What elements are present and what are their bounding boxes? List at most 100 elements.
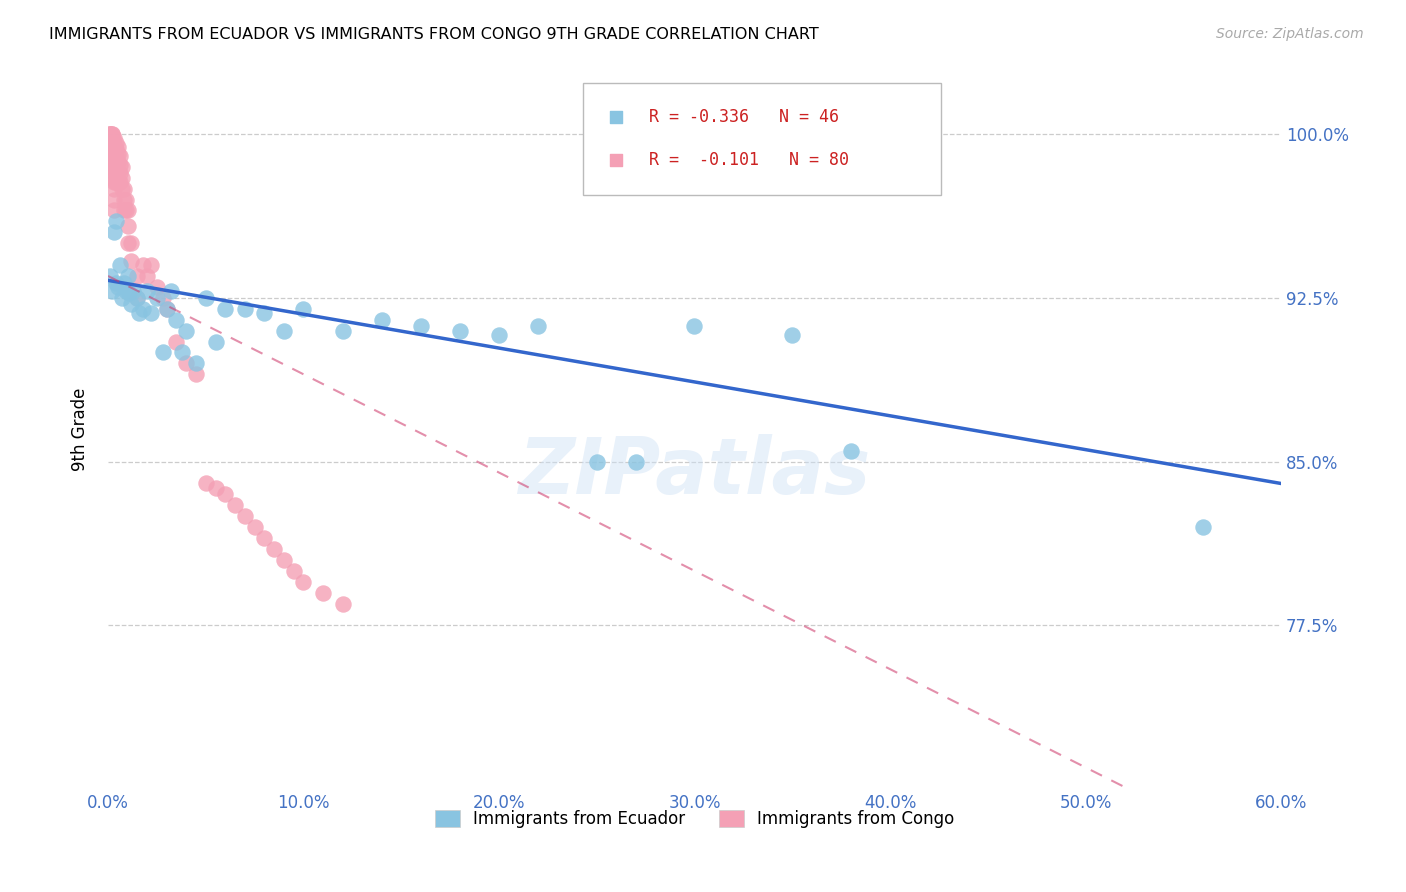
Point (233, 509, 256, 524)
Point (111, 170, 134, 185)
Point (146, 280, 169, 294)
Point (111, 181, 134, 195)
Point (98, 140, 121, 154)
Point (120, 253, 142, 268)
Point (312, 585, 335, 599)
Point (98, 149, 121, 163)
Point (107, 146, 129, 161)
Point (273, 324, 295, 338)
Point (127, 291, 149, 305)
Point (103, 131, 125, 145)
Point (117, 203, 139, 218)
Y-axis label: 9th Grade: 9th Grade (72, 387, 89, 471)
Text: ZIPatlas: ZIPatlas (519, 434, 870, 510)
Point (108, 175, 131, 189)
Point (332, 597, 354, 611)
Point (114, 193, 136, 207)
Point (101, 142, 124, 156)
Point (146, 291, 169, 305)
Point (104, 142, 127, 156)
Point (107, 173, 129, 187)
Point (114, 285, 136, 299)
Point (101, 160, 124, 174)
Point (132, 301, 155, 316)
Point (104, 166, 127, 180)
Point (132, 258, 155, 272)
Point (111, 160, 134, 174)
Point (370, 312, 392, 326)
Point (101, 127, 124, 141)
Point (194, 476, 217, 491)
Text: R = -0.336   N = 46: R = -0.336 N = 46 (648, 109, 839, 127)
Point (214, 487, 236, 501)
Point (108, 166, 131, 180)
Point (103, 153, 125, 168)
Point (156, 301, 179, 316)
Point (283, 564, 305, 578)
Point (107, 140, 129, 154)
Point (120, 236, 142, 251)
Point (117, 236, 139, 251)
Point (107, 164, 129, 178)
Point (108, 258, 131, 272)
Point (101, 285, 124, 299)
Point (943, 275, 966, 289)
Point (98, 145, 121, 159)
Point (224, 498, 246, 512)
Point (122, 285, 145, 299)
Text: IMMIGRANTS FROM ECUADOR VS IMMIGRANTS FROM CONGO 9TH GRADE CORRELATION CHART: IMMIGRANTS FROM ECUADOR VS IMMIGRANTS FR… (49, 27, 818, 42)
Point (112, 203, 135, 218)
Point (174, 324, 197, 338)
Point (488, 328, 510, 343)
Point (1191, 520, 1213, 534)
Point (839, 443, 862, 458)
Point (104, 136, 127, 150)
Point (152, 345, 174, 359)
Point (165, 312, 187, 326)
Point (98, 127, 121, 141)
Point (204, 334, 226, 349)
Legend: Immigrants from Ecuador, Immigrants from Congo: Immigrants from Ecuador, Immigrants from… (427, 804, 960, 835)
Point (101, 138, 124, 153)
Point (108, 149, 131, 163)
Point (136, 268, 159, 283)
Point (98, 127, 121, 141)
Point (101, 127, 124, 141)
Point (103, 145, 125, 159)
Point (98, 127, 121, 141)
Point (204, 481, 226, 495)
Point (943, 405, 966, 419)
Point (104, 214, 127, 228)
Point (136, 285, 159, 299)
Point (128, 306, 150, 320)
Point (263, 541, 285, 556)
Point (683, 319, 706, 334)
Point (139, 258, 162, 272)
Point (111, 291, 134, 305)
Point (114, 203, 136, 218)
Point (103, 193, 125, 207)
Point (101, 170, 124, 185)
Point (112, 181, 135, 195)
Point (174, 356, 197, 370)
FancyBboxPatch shape (583, 83, 941, 194)
Point (104, 276, 127, 290)
Point (103, 160, 125, 174)
Point (139, 306, 162, 320)
Point (624, 455, 647, 469)
Point (449, 324, 471, 338)
Point (107, 280, 129, 294)
Point (527, 319, 550, 334)
Point (780, 328, 803, 343)
Point (585, 455, 607, 469)
Point (152, 291, 174, 305)
Point (103, 166, 125, 180)
Point (98, 268, 121, 283)
Point (104, 149, 127, 163)
Point (194, 291, 217, 305)
Point (108, 158, 131, 172)
Point (101, 131, 124, 145)
Point (253, 531, 276, 545)
Point (214, 301, 236, 316)
Point (332, 324, 354, 338)
